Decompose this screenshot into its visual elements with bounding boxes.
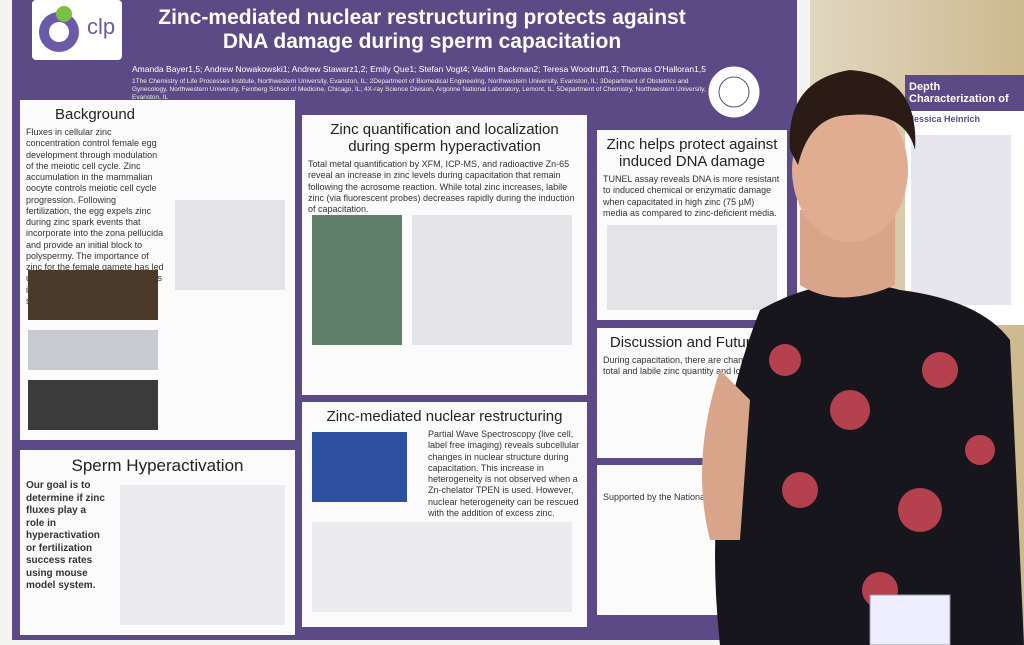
poster-affiliations: 1The Chemistry of Life Processes Institu…: [132, 78, 706, 101]
section-heading: Background: [54, 106, 136, 123]
figure-panel: [170, 100, 295, 440]
name-badge: [869, 594, 951, 645]
arm: [702, 370, 750, 540]
logo-icon: [39, 6, 79, 52]
section-text: Our goal is to determine if zinc fluxes …: [26, 480, 105, 591]
neighbor-body: [911, 135, 1011, 305]
poster-authors: Amanda Bayer1,5; Andrew Nowakowski1; And…: [132, 64, 706, 74]
section-panel: Zinc-mediated nuclear restructuring Part…: [302, 402, 587, 627]
figure: [175, 200, 285, 290]
figure: [28, 380, 158, 430]
poster: clp Zinc-mediated nuclear restructuring …: [12, 0, 797, 640]
logo: clp: [32, 0, 122, 60]
figure: [312, 522, 572, 612]
face: [792, 98, 908, 242]
neighbor-poster: Depth Characterization of Jessica Heinri…: [905, 75, 1024, 325]
university-seal: [705, 63, 763, 121]
section-heading: Discussion and Future D: [609, 334, 775, 351]
neighbor-title: Depth Characterization of: [905, 75, 1024, 111]
figure: [607, 225, 777, 310]
figure: [120, 485, 285, 625]
section-text: Partial Wave Spectroscopy (live cell, la…: [428, 429, 580, 518]
hair: [789, 70, 916, 165]
floral-print: [769, 344, 995, 608]
figure: [412, 215, 572, 345]
section-panel: Background Fluxes in cellular zinc conce…: [20, 100, 170, 440]
person: [702, 70, 1024, 645]
section-panel: Zinc quantification and localization dur…: [302, 115, 587, 395]
section-heading: Zinc quantification and localization dur…: [330, 121, 559, 155]
figure: [312, 432, 407, 502]
section-heading: Zinc-mediated nuclear restructuring: [326, 408, 563, 425]
section-panel: Sperm Hyperactivation Our goal is to det…: [20, 450, 295, 635]
logo-text: clp: [87, 14, 116, 39]
neighbor-author: Jessica Heinrich: [909, 114, 981, 124]
section-panel: Zinc helps protect against induced DNA d…: [597, 130, 787, 320]
figure: [28, 330, 158, 370]
section-text: Total metal quantification by XFM, ICP-M…: [308, 159, 575, 214]
section-text: TUNEL assay reveals DNA is more resistan…: [603, 174, 780, 218]
section-text: Supported by the National In: [603, 492, 718, 502]
poster-title: Zinc-mediated nuclear restructuring prot…: [158, 6, 686, 54]
section-heading: Zinc helps protect against induced DNA d…: [606, 136, 778, 170]
section-text: During capacitation, there are changes i…: [603, 355, 781, 377]
figure: [28, 270, 158, 320]
figure: [312, 215, 402, 345]
section-heading: Sperm Hyperactivation: [71, 456, 244, 475]
